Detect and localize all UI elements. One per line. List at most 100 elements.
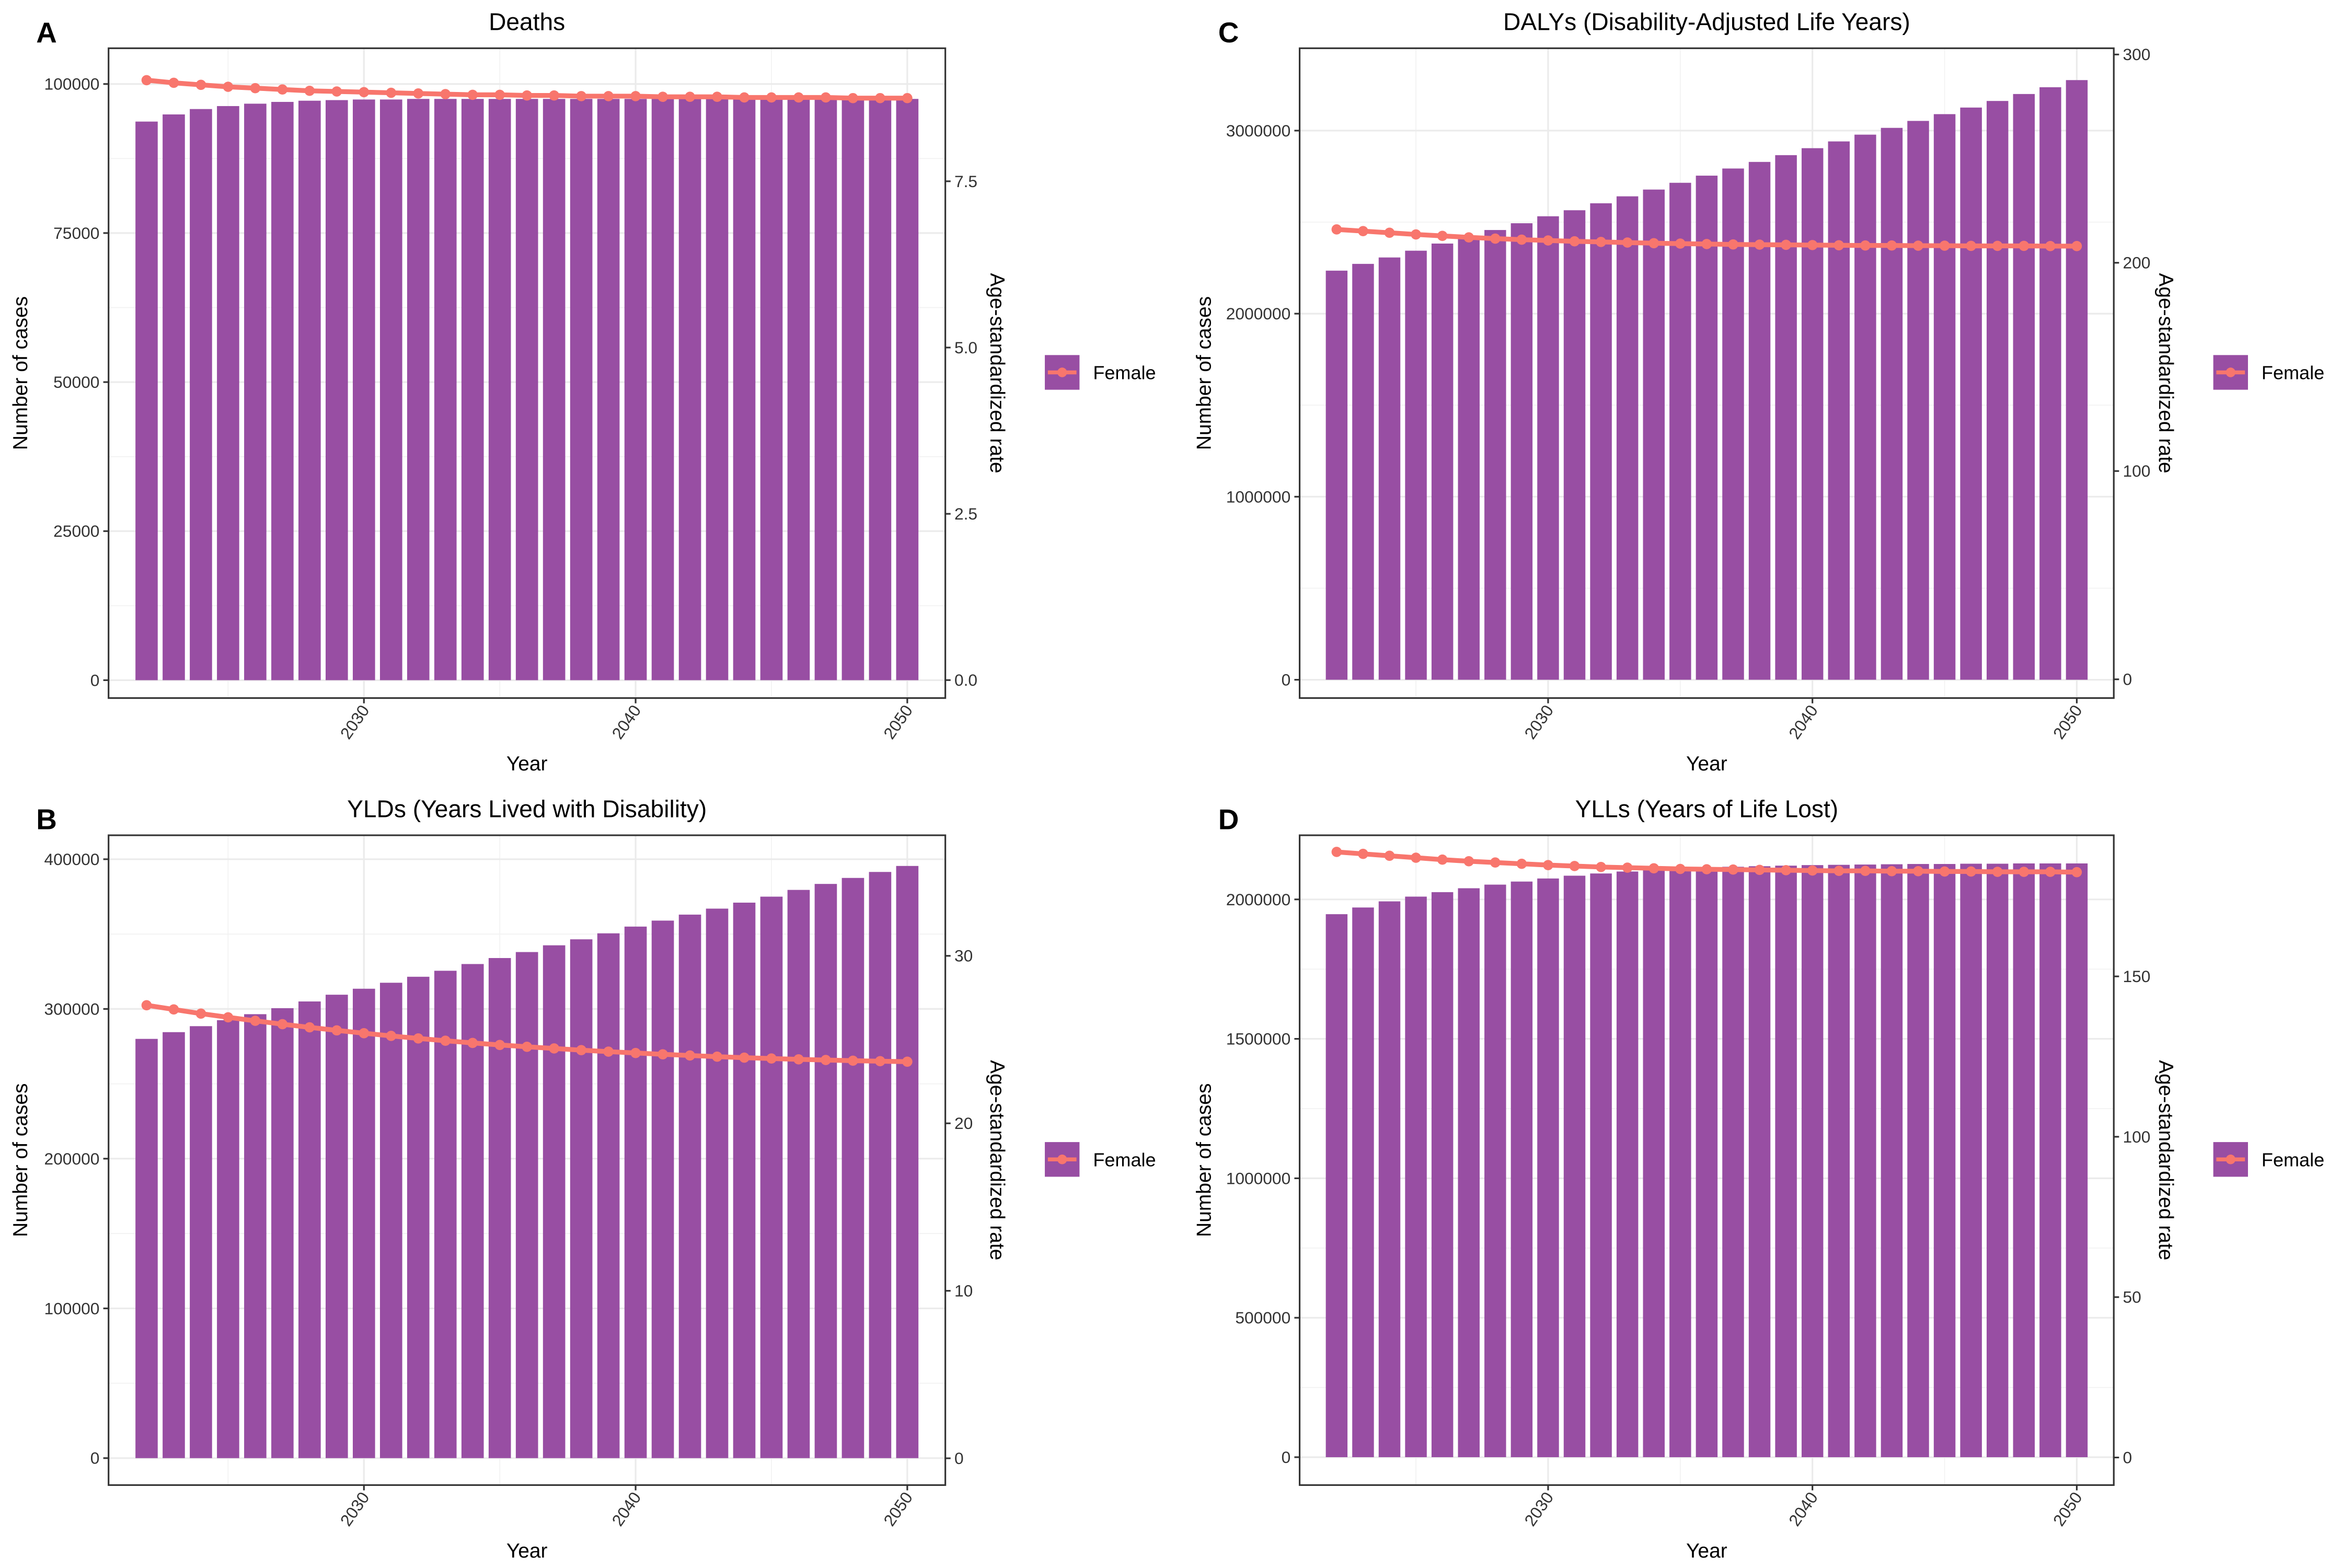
bar-2027: [1458, 888, 1480, 1457]
rate-point-2038: [1754, 239, 1765, 250]
rate-point-2029: [1516, 234, 1527, 245]
rate-point-2039: [1781, 865, 1791, 875]
bar-2033: [434, 99, 457, 681]
rate-point-2042: [685, 1050, 695, 1061]
bar-2036: [1696, 867, 1718, 1457]
rate-point-2044: [739, 92, 750, 103]
y-axis-title: Number of cases: [9, 296, 32, 450]
bar-2048: [841, 99, 864, 681]
rate-point-2032: [413, 1033, 424, 1044]
bar-2022: [1325, 914, 1348, 1457]
rate-point-2023: [168, 77, 179, 88]
rate-point-2028: [1490, 857, 1501, 868]
rate-point-2023: [1358, 848, 1368, 859]
y2-tick-label: 0: [2123, 670, 2132, 689]
x-axis-title: Year: [1686, 1540, 1727, 1562]
rate-point-2025: [223, 1012, 234, 1023]
rate-point-2022: [1331, 224, 1342, 235]
rate-point-2034: [467, 89, 478, 100]
panel-title: Deaths: [489, 8, 565, 36]
bar-2032: [1590, 203, 1612, 680]
bar-2045: [1933, 114, 1956, 680]
rate-point-2036: [522, 1041, 532, 1052]
rate-point-2037: [1728, 239, 1738, 250]
bar-2048: [2013, 94, 2035, 680]
rate-point-2049: [2045, 241, 2056, 251]
bar-2023: [1352, 263, 1374, 680]
bar-2023: [1352, 907, 1374, 1457]
rate-point-2043: [712, 1051, 722, 1062]
panel-letter: B: [36, 803, 57, 836]
rate-point-2040: [1807, 240, 1818, 250]
bar-2025: [1405, 250, 1427, 680]
rate-point-2046: [1966, 240, 1976, 251]
panel-title: YLLs (Years of Life Lost): [1575, 795, 1839, 822]
y-tick-label: 300000: [44, 999, 100, 1018]
rate-point-2033: [440, 89, 451, 99]
rate-point-2038: [1754, 864, 1765, 875]
rate-point-2037: [1728, 864, 1738, 875]
bar-2026: [244, 1014, 267, 1458]
bar-2044: [1907, 864, 1929, 1457]
bar-2050: [896, 99, 919, 681]
bar-2030: [352, 988, 375, 1458]
bar-2033: [434, 971, 457, 1458]
y2-tick-label: 10: [954, 1282, 973, 1300]
bar-2026: [244, 103, 267, 681]
x-axis-title: Year: [506, 1540, 548, 1562]
legend-label: Female: [2262, 362, 2324, 383]
rate-point-2036: [1701, 864, 1712, 874]
rate-point-2030: [1543, 235, 1553, 246]
y2-axis-title: Age-standardized rate: [2154, 1060, 2177, 1260]
bar-2040: [624, 926, 647, 1458]
rate-point-2033: [440, 1035, 451, 1046]
y-tick-label: 0: [1282, 671, 1291, 689]
bar-2031: [1563, 210, 1586, 680]
bar-2023: [163, 114, 185, 681]
bar-2032: [1590, 873, 1612, 1457]
rate-point-2022: [141, 75, 152, 86]
plot-frame: [1298, 834, 2115, 1486]
rate-point-2031: [386, 87, 397, 98]
rate-point-2041: [1834, 866, 1844, 877]
bar-2040: [1801, 148, 1824, 680]
bar-2042: [1854, 134, 1876, 680]
rate-point-2032: [1596, 862, 1606, 872]
bar-2047: [814, 99, 837, 681]
rate-point-2033: [1622, 862, 1633, 873]
legend-label: Female: [1093, 362, 1156, 383]
panel-letter: D: [1218, 803, 1239, 836]
y-tick-label: 1000000: [1226, 487, 1290, 506]
bar-2035: [1669, 869, 1691, 1457]
y-tick-label: 2000000: [1226, 304, 1290, 323]
bar-2033: [1616, 196, 1639, 680]
bar-2028: [298, 100, 321, 681]
legend: Female: [2213, 1142, 2324, 1177]
bar-2024: [1378, 901, 1401, 1457]
bar-2025: [217, 1020, 239, 1458]
y2-axis-title: Age-standardized rate: [986, 273, 1008, 473]
plot-frame: [1298, 47, 2115, 699]
rate-point-2039: [1781, 239, 1791, 250]
rate-point-2043: [1886, 240, 1897, 251]
bar-2043: [1881, 128, 1903, 680]
rate-point-2022: [141, 1000, 152, 1011]
bar-2041: [1828, 864, 1850, 1457]
plot-frame: [108, 47, 947, 699]
y-tick-label: 100000: [44, 75, 100, 94]
rate-point-2048: [2019, 240, 2030, 251]
y2-tick-label: 300: [2123, 45, 2151, 64]
bar-2039: [1775, 155, 1797, 680]
y-tick-label: 400000: [44, 850, 100, 869]
rate-point-2026: [250, 1016, 261, 1026]
bar-2028: [1484, 230, 1506, 680]
y-tick-label: 500000: [1235, 1308, 1290, 1327]
x-tick-label: 2050: [880, 1489, 916, 1529]
bar-2030: [1537, 216, 1559, 680]
x-tick-label: 2050: [2049, 701, 2086, 742]
legend: Female: [1045, 1142, 1156, 1177]
bar-2036: [515, 99, 538, 681]
rate-point-2036: [1701, 239, 1712, 249]
bar-2049: [2039, 87, 2061, 680]
rate-point-2029: [331, 1025, 342, 1036]
